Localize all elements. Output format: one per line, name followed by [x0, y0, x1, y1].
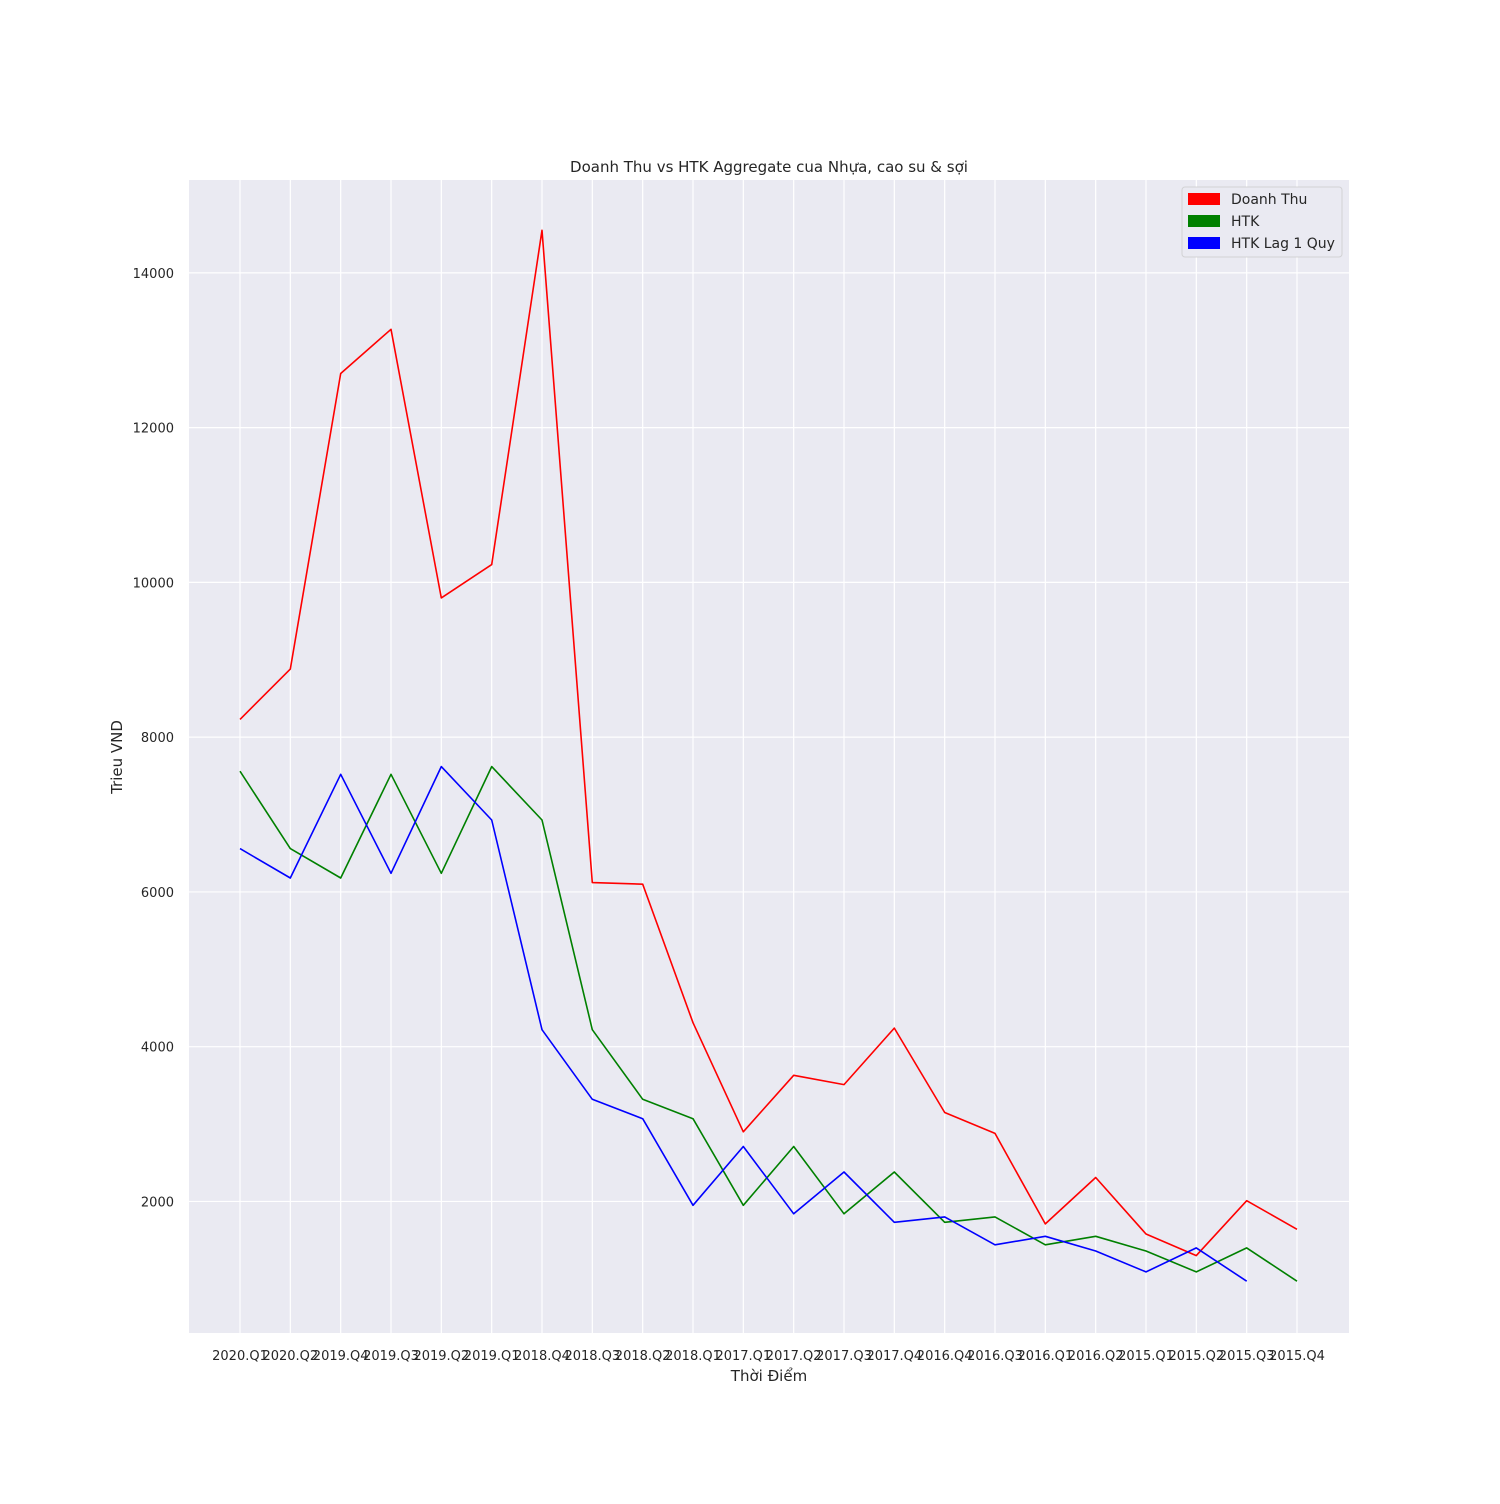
x-tick-label: 2015.Q3 — [1219, 1349, 1275, 1364]
legend-label: Doanh Thu — [1231, 192, 1307, 208]
grid — [189, 180, 1349, 1333]
x-tick-label: 2019.Q3 — [363, 1349, 419, 1364]
series-line-1 — [239, 229, 1298, 1257]
x-tick-label: 2017.Q2 — [766, 1349, 822, 1364]
y-tick-label: 6000 — [141, 886, 174, 901]
y-tick-label: 8000 — [141, 731, 174, 746]
x-tick-labels: 2020.Q12020.Q22019.Q42019.Q32019.Q22019.… — [212, 1349, 1325, 1364]
x-tick-label: 2016.Q2 — [1068, 1349, 1124, 1364]
y-axis-label: Trieu VND — [108, 720, 126, 795]
x-tick-label: 2017.Q1 — [715, 1349, 771, 1364]
y-tick-label: 14000 — [133, 267, 174, 282]
legend-label: HTK Lag 1 Quy — [1231, 236, 1335, 252]
y-tick-label: 4000 — [141, 1041, 174, 1056]
legend-swatch — [1188, 237, 1220, 249]
series-line-2 — [239, 765, 1298, 1282]
series-line-3 — [239, 765, 1248, 1282]
x-tick-label: 2019.Q2 — [413, 1349, 469, 1364]
x-tick-label: 2019.Q1 — [464, 1349, 520, 1364]
x-tick-label: 2018.Q4 — [514, 1349, 570, 1364]
legend: Doanh Thu HTK HTK Lag 1 Quy — [1181, 186, 1343, 258]
chart-title: Doanh Thu vs HTK Aggregate cua Nhựa, cao… — [570, 158, 968, 176]
x-tick-label: 2019.Q4 — [313, 1349, 369, 1364]
x-axis-label: Thời Điểm — [730, 1367, 807, 1385]
x-tick-label: 2015.Q2 — [1168, 1349, 1224, 1364]
plot-background — [189, 180, 1349, 1333]
legend-swatch — [1188, 215, 1220, 227]
series-layer — [239, 229, 1298, 1282]
x-tick-label: 2018.Q3 — [564, 1349, 620, 1364]
y-tick-label: 10000 — [133, 576, 174, 591]
x-tick-label: 2018.Q2 — [615, 1349, 671, 1364]
x-tick-label: 2020.Q2 — [262, 1349, 318, 1364]
x-tick-label: 2016.Q3 — [967, 1349, 1023, 1364]
y-tick-labels: 2000 4000 6000 8000 10000 12000 14000 — [133, 267, 174, 1211]
x-tick-label: 2020.Q1 — [212, 1349, 268, 1364]
x-tick-label: 2017.Q3 — [816, 1349, 872, 1364]
legend-frame — [1181, 186, 1343, 258]
x-tick-label: 2017.Q4 — [866, 1349, 922, 1364]
y-tick-label: 2000 — [141, 1195, 174, 1210]
x-tick-label: 2015.Q1 — [1118, 1349, 1174, 1364]
x-tick-label: 2016.Q4 — [917, 1349, 973, 1364]
x-tick-label: 2018.Q1 — [665, 1349, 721, 1364]
y-tick-label: 12000 — [133, 422, 174, 437]
x-tick-label: 2016.Q1 — [1017, 1349, 1073, 1364]
x-tick-label: 2015.Q4 — [1269, 1349, 1325, 1364]
legend-label: HTK — [1231, 214, 1260, 230]
legend-swatch — [1188, 193, 1220, 205]
